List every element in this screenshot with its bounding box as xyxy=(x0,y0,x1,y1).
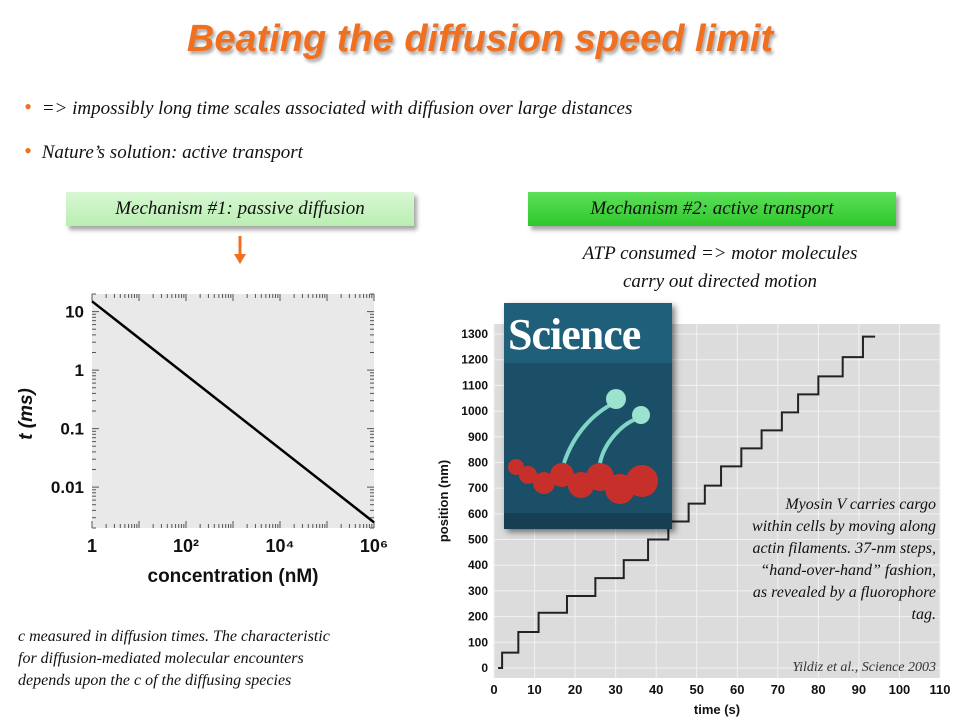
myosin-y-tick-label: 800 xyxy=(468,455,488,469)
diffusion-x-tick-label: 10⁴ xyxy=(266,536,295,556)
bullet-2-text: Nature’s solution: active transport xyxy=(41,142,303,163)
myosin-x-tick-label: 40 xyxy=(649,682,663,697)
diffusion-x-tick-label: 10⁶ xyxy=(360,536,388,556)
myosin-x-tick-label: 70 xyxy=(771,682,785,697)
atp-line-2: carry out directed motion xyxy=(622,271,817,292)
myosin-x-tick-label: 20 xyxy=(568,682,582,697)
caption-line-3: depends upon the c of the diffusing spec… xyxy=(18,672,292,689)
myosin-y-tick-label: 1200 xyxy=(461,353,488,367)
myosin-line-1: Myosin V carries cargo xyxy=(785,496,936,513)
diffusion-x-tick-label: 10² xyxy=(173,536,199,556)
myosin-series-line xyxy=(498,335,876,669)
slide-title: Beating the diffusion speed limit xyxy=(186,18,774,60)
diffusion-y-tick-label: 0.01 xyxy=(51,478,84,497)
science-cover-image: Science xyxy=(504,303,672,529)
cover-title: Science xyxy=(508,310,641,359)
bullet-dot-icon: • xyxy=(24,138,32,163)
caption-line-1: c measured in diffusion times. The chara… xyxy=(18,628,330,645)
diffusion-y-tick-label: 10 xyxy=(65,303,84,322)
myosin-line-4: “hand-over-hand” fashion, xyxy=(760,562,936,579)
diffusion-x-axis-label: concentration (nM) xyxy=(148,566,319,587)
myosin-line-5: as revealed by a fluorophore xyxy=(752,584,936,601)
atp-text: ATP consumed => motor molecules carry ou… xyxy=(520,240,920,296)
myosin-y-tick-label: 900 xyxy=(468,430,488,444)
mechanism-2-box: Mechanism #2: active transport xyxy=(528,192,896,226)
diffusion-series-line xyxy=(91,300,375,524)
diffusion-caption: c measured in diffusion times. The chara… xyxy=(18,626,330,692)
cover-illustration xyxy=(504,363,672,529)
myosin-line-3: actin filaments. 37-nm steps, xyxy=(752,540,936,557)
myosin-x-tick-label: 60 xyxy=(730,682,744,697)
bullet-1: • => impossibly long time scales associat… xyxy=(24,94,632,120)
down-arrow-icon xyxy=(234,236,246,264)
myosin-y-tick-label: 700 xyxy=(468,481,488,495)
myosin-y-tick-label: 1100 xyxy=(462,378,488,392)
atp-line-1: ATP consumed => motor molecules xyxy=(582,243,858,264)
diffusion-y-tick-label: 1 xyxy=(75,361,84,380)
myosin-y-tick-label: 200 xyxy=(468,610,488,624)
myosin-line-2: within cells by moving along xyxy=(752,518,936,535)
myosin-caption: Myosin V carries cargo within cells by m… xyxy=(660,494,936,626)
myosin-x-tick-label: 100 xyxy=(889,682,911,697)
diffusion-y-tick-label: 0.1 xyxy=(60,420,84,439)
myosin-x-tick-label: 110 xyxy=(930,682,950,697)
caption-line-2: for diffusion-mediated molecular encount… xyxy=(18,650,304,667)
myosin-y-tick-label: 600 xyxy=(468,507,488,521)
diffusion-chart: 10 1 0.1 0.01 1 10² 10⁴ 10⁶ concentration (nM)… xyxy=(16,293,388,587)
myosin-y-tick-label: 1000 xyxy=(461,404,488,418)
myosin-y-tick-label: 300 xyxy=(468,584,488,598)
myosin-y-tick-label: 500 xyxy=(468,533,488,547)
myosin-y-tick-label: 1300 xyxy=(461,327,488,341)
mechanism-1-box: Mechanism #1: passive diffusion xyxy=(66,192,414,226)
bullet-dot-icon: • xyxy=(24,94,32,119)
myosin-x-tick-label: 90 xyxy=(852,682,866,697)
myosin-x-tick-label: 30 xyxy=(608,682,622,697)
diffusion-y-axis-label: t (ms) xyxy=(16,388,37,440)
bullet-1-text: => impossibly long time scales associate… xyxy=(41,98,633,119)
myosin-x-tick-label: 50 xyxy=(689,682,703,697)
diffusion-x-tick-label: 1 xyxy=(87,536,97,556)
reference-text: Yildiz et al., Science 2003 xyxy=(792,660,936,675)
myosin-y-tick-label: 100 xyxy=(468,635,488,649)
myosin-y-tick-label: 400 xyxy=(468,558,488,572)
myosin-x-tick-label: 0 xyxy=(490,682,497,697)
myosin-x-axis-label: time (s) xyxy=(694,702,740,717)
myosin-x-tick-label: 80 xyxy=(811,682,825,697)
myosin-y-axis-label: position (nm) xyxy=(436,460,451,542)
myosin-y-tick-label: 0 xyxy=(481,661,488,675)
bullet-2: • Nature’s solution: active transport xyxy=(24,138,303,164)
myosin-line-6: tag. xyxy=(911,606,936,623)
myosin-x-tick-label: 10 xyxy=(527,682,541,697)
